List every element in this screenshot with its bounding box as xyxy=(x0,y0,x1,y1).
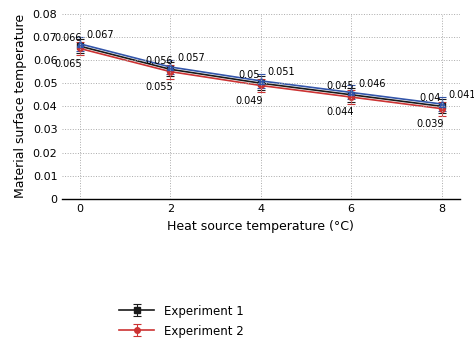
Text: 0.066: 0.066 xyxy=(55,33,82,43)
Text: 0.05: 0.05 xyxy=(238,70,260,80)
Text: 0.065: 0.065 xyxy=(55,59,82,69)
Text: 0.049: 0.049 xyxy=(236,96,263,106)
Text: 0.046: 0.046 xyxy=(358,79,386,89)
Text: 0.04: 0.04 xyxy=(419,93,441,103)
Text: 0.056: 0.056 xyxy=(145,56,173,66)
X-axis label: Heat source temperature (°C): Heat source temperature (°C) xyxy=(167,220,354,233)
Text: 0.057: 0.057 xyxy=(177,54,205,63)
Text: 0.039: 0.039 xyxy=(417,119,444,129)
Y-axis label: Material surface temperature: Material surface temperature xyxy=(14,14,27,198)
Text: 0.055: 0.055 xyxy=(145,82,173,92)
Text: 0.045: 0.045 xyxy=(326,81,354,91)
Text: 0.051: 0.051 xyxy=(268,67,295,77)
Text: 0.044: 0.044 xyxy=(326,107,354,117)
Text: 0.067: 0.067 xyxy=(87,30,114,40)
Text: 0.041: 0.041 xyxy=(448,91,474,100)
Legend: Experiment 1, Experiment 2, Experiment 3: Experiment 1, Experiment 2, Experiment 3 xyxy=(115,301,247,343)
